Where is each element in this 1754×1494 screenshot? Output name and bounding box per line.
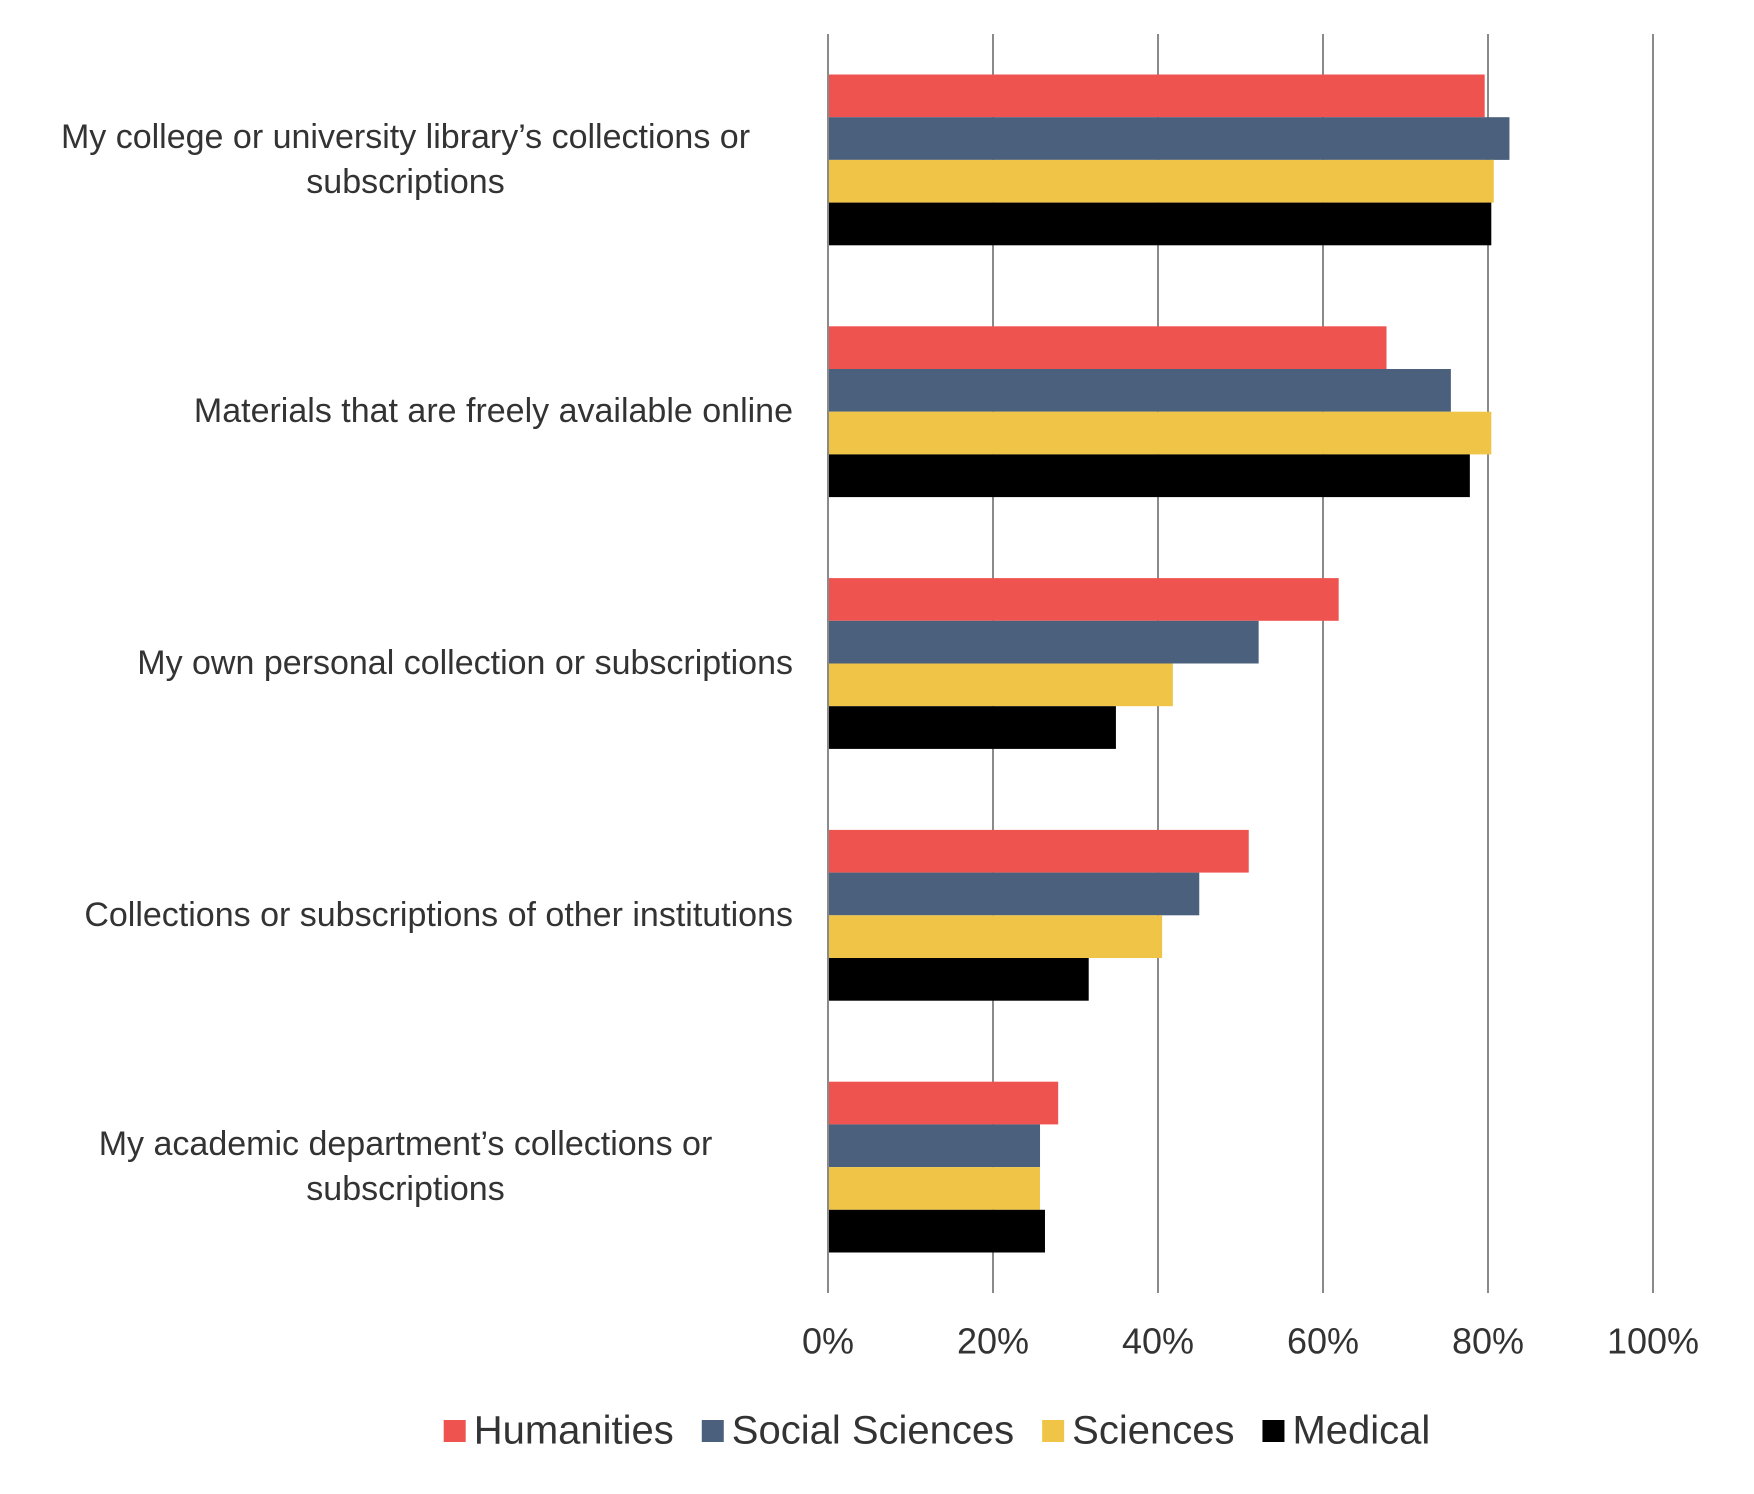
x-tick-label: 100% [1607,1321,1699,1362]
legend-label: Social Sciences [732,1409,1014,1453]
bar [828,1081,1059,1125]
bar [828,454,1470,498]
y-tick-label: My academic department’s collections or … [98,1125,713,1209]
legend-label: Humanities [474,1409,674,1453]
bar [828,411,1492,455]
category-label-box: My own personal collection or subscripti… [0,538,793,790]
bar [828,369,1451,412]
bar [828,1167,1041,1210]
bar [828,829,1249,873]
bar [828,620,1259,664]
bar [828,202,1492,246]
legend-label: Medical [1292,1409,1430,1453]
bar [828,159,1494,203]
bar [828,706,1116,749]
x-tick-label: 80% [1452,1321,1524,1362]
bar [828,872,1200,916]
bar [828,1124,1041,1168]
legend-swatch [1042,1420,1065,1442]
y-tick-label: My college or university library’s colle… [60,117,751,201]
category-label-box: Collections or subscriptions of other in… [0,789,793,1041]
bar [828,1209,1045,1253]
x-tick-label: 20% [957,1321,1029,1362]
category-label-box: My academic department’s collections or … [0,1041,793,1293]
bar [828,578,1339,621]
bar [828,915,1163,958]
y-tick-label: My own personal collection or subscripti… [137,643,793,682]
bar [828,663,1173,707]
category-label-box: My college or university library’s colle… [0,34,793,286]
legend-label: Sciences [1072,1409,1234,1453]
y-tick-label: Collections or subscriptions of other in… [84,895,793,934]
bar [828,74,1485,118]
bar [828,326,1387,369]
x-tick-label: 0% [802,1321,854,1362]
x-tick-label: 60% [1287,1321,1359,1362]
bar [828,117,1510,160]
bar [828,958,1089,1001]
legend-swatch [1262,1420,1285,1442]
x-tick-label: 40% [1122,1321,1194,1362]
category-label-box: Materials that are freely available onli… [0,286,793,538]
legend: Humanities Social Sciences Sciences Medical [443,1409,1430,1453]
legend-swatch [443,1420,466,1442]
y-tick-label: Materials that are freely available onli… [193,392,793,431]
legend-swatch [701,1420,724,1442]
